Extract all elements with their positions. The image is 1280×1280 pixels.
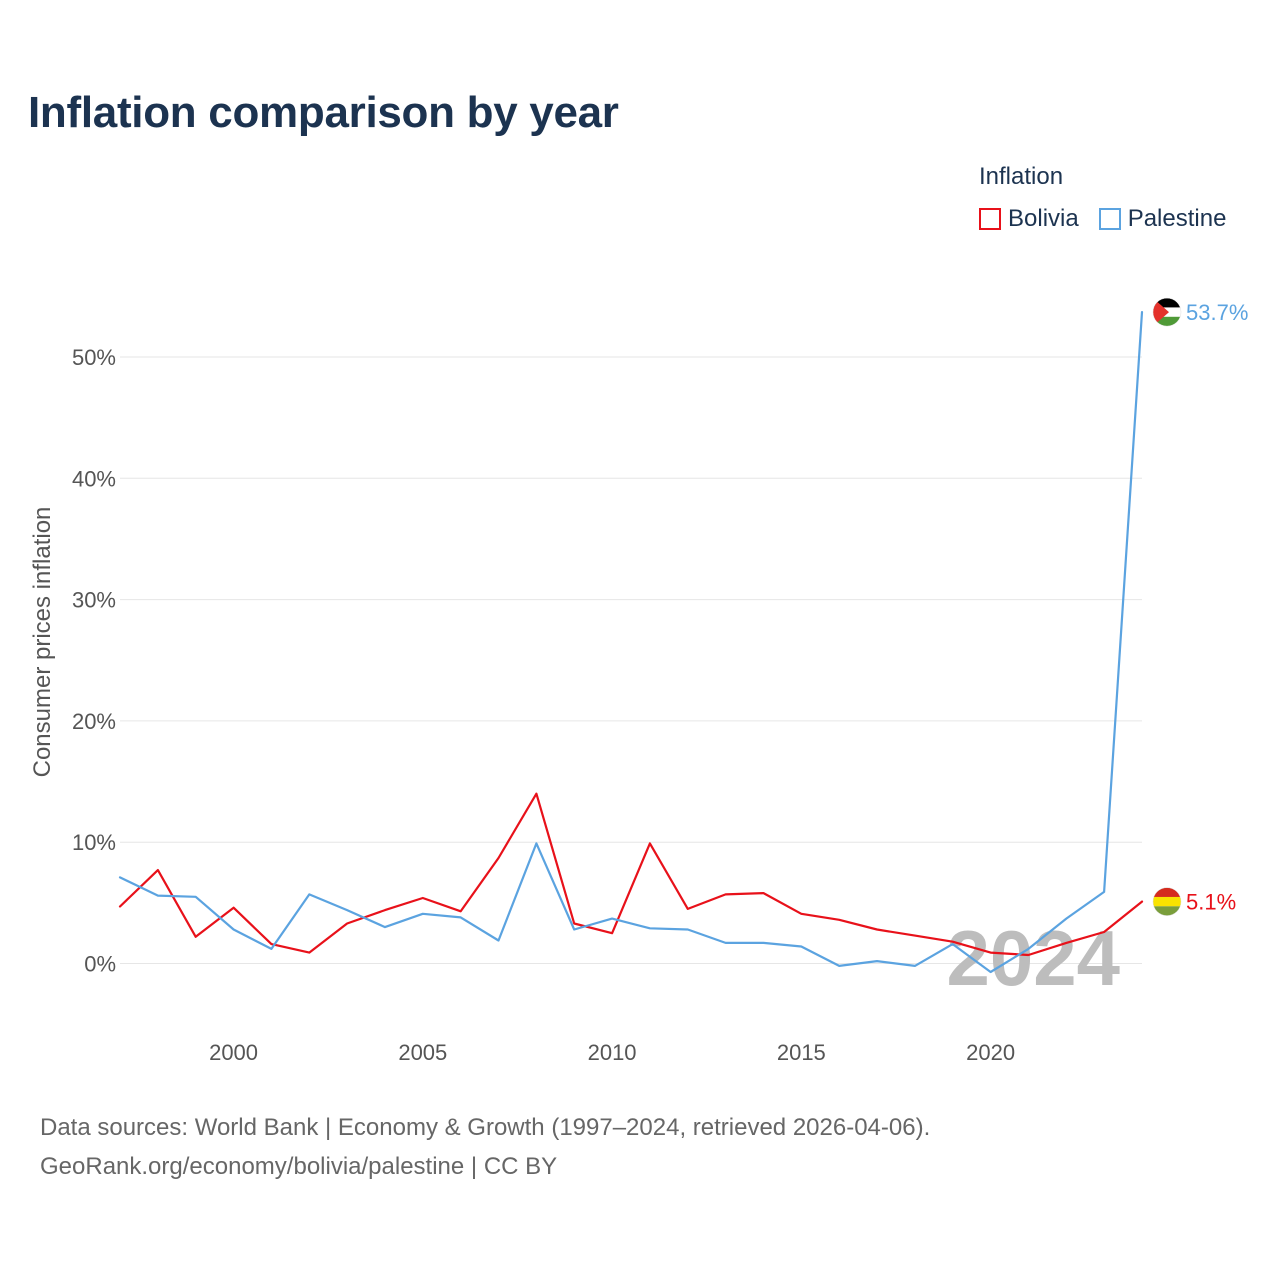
- palestine-flag-icon: [1152, 297, 1182, 327]
- series-endpoints: 5.1% 53.7%: [1152, 297, 1248, 916]
- y-tick-label: 0%: [84, 952, 116, 977]
- footer-link[interactable]: GeoRank.org/economy/bolivia/palestine | …: [40, 1153, 558, 1180]
- y-tick-label: 30%: [72, 588, 116, 613]
- y-tick-label: 20%: [72, 709, 116, 734]
- y-axis-title: Consumer prices inflation: [29, 507, 56, 778]
- year-watermark: 2024: [946, 914, 1120, 1002]
- grid: [120, 356, 1142, 964]
- y-tick-label: 50%: [72, 345, 116, 370]
- legend: Bolivia Palestine: [979, 205, 1226, 233]
- series-line-palestine[interactable]: [118, 311, 1144, 974]
- y-axis-ticks: 0% 10% 20% 30% 40% 50%: [72, 345, 116, 977]
- end-label-palestine: 53.7%: [1186, 300, 1248, 325]
- series-line-bolivia[interactable]: [118, 792, 1144, 957]
- chart-title: Inflation comparison by year: [28, 88, 619, 137]
- bolivia-flag-icon: [1152, 887, 1182, 916]
- footer: Data sources: World Bank | Economy & Gro…: [40, 1108, 930, 1186]
- legend-item-bolivia[interactable]: Bolivia: [979, 205, 1079, 233]
- footer-source: Data sources: World Bank | Economy & Gro…: [40, 1114, 931, 1141]
- x-tick-label: 2005: [398, 1040, 447, 1065]
- legend-item-palestine[interactable]: Palestine: [1098, 205, 1227, 233]
- x-tick-label: 2010: [588, 1040, 637, 1065]
- y-tick-label: 40%: [72, 466, 116, 491]
- x-tick-label: 2015: [777, 1040, 826, 1065]
- legend-swatch-palestine: [1098, 208, 1121, 230]
- legend-swatch-bolivia: [979, 208, 1001, 230]
- legend-title: Inflation: [979, 163, 1064, 190]
- end-label-bolivia: 5.1%: [1186, 890, 1236, 915]
- series: [118, 311, 1144, 974]
- x-tick-label: 2020: [966, 1040, 1015, 1065]
- y-tick-label: 10%: [72, 830, 116, 855]
- x-axis-ticks: 2000 2005 2010 2015 2020: [209, 1040, 1015, 1065]
- x-tick-label: 2000: [209, 1040, 258, 1065]
- line-chart: 0% 10% 20% 30% 40% 50% 2000 2005 2010 2015 2020 C…: [29, 297, 1248, 1065]
- legend-label-palestine: Palestine: [1127, 205, 1227, 232]
- legend-label-bolivia: Bolivia: [1008, 205, 1079, 232]
